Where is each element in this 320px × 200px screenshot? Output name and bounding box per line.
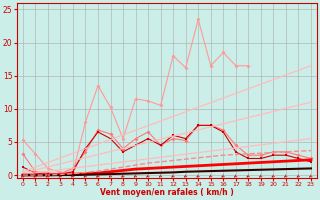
X-axis label: Vent moyen/en rafales ( km/h ): Vent moyen/en rafales ( km/h ) xyxy=(100,188,234,197)
